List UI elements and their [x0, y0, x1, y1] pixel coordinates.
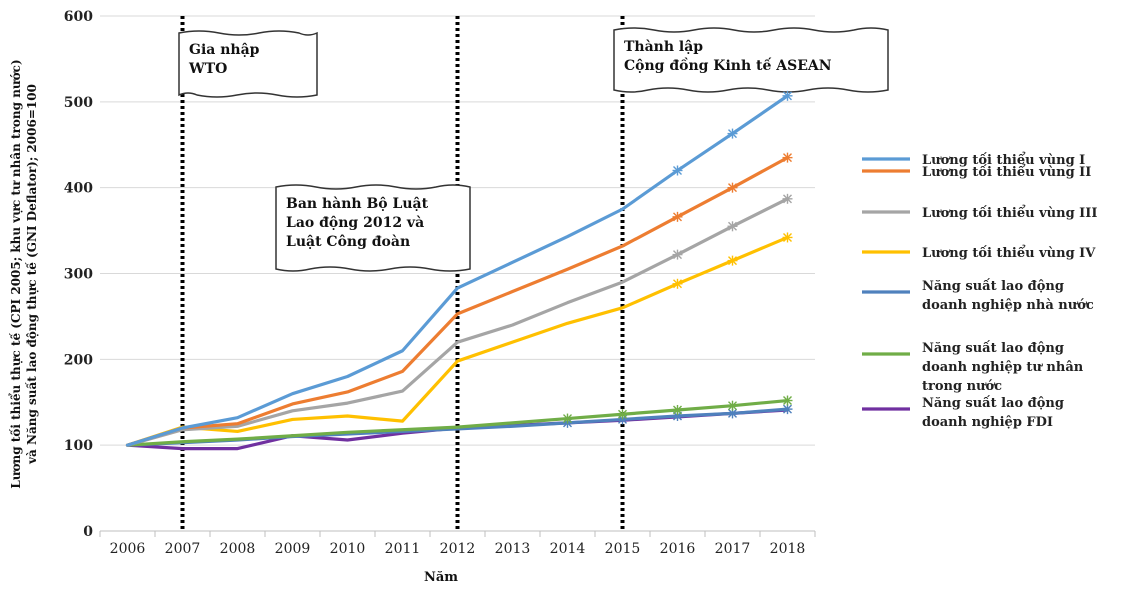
data-point: [727, 182, 738, 193]
data-point: [782, 395, 793, 406]
marker-stroke: [673, 212, 682, 222]
y-tick-label: 500: [64, 95, 93, 111]
marker-stroke: [728, 221, 737, 231]
data-point: [782, 90, 793, 101]
legend-label: doanh nghiệp nhà nước: [922, 298, 1094, 313]
x-tick-label: 2008: [220, 541, 256, 557]
annotation-text: Ban hành Bộ Luật: [286, 196, 429, 212]
x-axis-title: Năm: [424, 570, 458, 585]
marker-stroke: [728, 401, 737, 411]
data-point: [727, 400, 738, 411]
marker-stroke: [783, 91, 792, 101]
data-point: [672, 211, 683, 222]
annotation-box: [613, 27, 889, 93]
annotation-text: Lao động 2012 và: [286, 215, 424, 231]
marker-stroke: [618, 409, 627, 419]
x-tick-label: 2018: [770, 541, 806, 557]
legend-label: Lương tối thiểu vùng II: [922, 164, 1091, 180]
marker-stroke: [728, 256, 737, 266]
marker-stroke: [728, 183, 737, 193]
legend-label: Lương tối thiểu vùng IV: [922, 245, 1096, 261]
data-point: [727, 221, 738, 232]
marker-stroke: [673, 250, 682, 260]
legend-label: Năng suất lao động: [922, 278, 1064, 294]
legend-label: Lương tối thiểu vùng I: [922, 152, 1085, 168]
x-tick-label: 2006: [110, 541, 146, 557]
y-tick-label: 100: [64, 438, 93, 454]
y-axis-title: Lương tối thiểu thực tế (CPI 2005; khu v…: [8, 59, 23, 488]
x-tick-label: 2009: [275, 541, 311, 557]
marker-stroke: [563, 414, 572, 424]
legend-label: doanh nghiệp tư nhân: [922, 360, 1084, 375]
data-point: [727, 128, 738, 139]
legend-label: Năng suất lao động: [922, 340, 1064, 356]
annotation-text: Luật Công đoàn: [286, 234, 410, 250]
annotation-box: [178, 30, 318, 98]
y-axis-title: và Năng suất lao động thực tế (GNI Defla…: [24, 84, 39, 465]
x-tick-label: 2014: [550, 541, 586, 557]
data-point: [672, 249, 683, 260]
marker-stroke: [673, 279, 682, 289]
data-point: [617, 409, 628, 420]
marker-stroke: [728, 129, 737, 139]
legend-label: Năng suất lao động: [922, 395, 1064, 411]
data-point: [672, 404, 683, 415]
annotation-text: WTO: [188, 61, 227, 77]
marker-stroke: [728, 408, 737, 418]
legend-label: trong nước: [922, 379, 1002, 394]
x-tick-label: 2016: [660, 541, 696, 557]
x-tick-label: 2015: [605, 541, 641, 557]
annotation-box: [275, 184, 471, 272]
data-point: [782, 404, 793, 415]
y-tick-label: 600: [64, 9, 93, 25]
marker-stroke: [783, 153, 792, 163]
marker-stroke: [783, 232, 792, 242]
y-tick-label: 200: [64, 352, 93, 368]
annotation-text: Gia nhập: [189, 42, 260, 58]
marker-stroke: [783, 194, 792, 204]
legend-label: doanh nghiệp FDI: [922, 415, 1053, 430]
marker-stroke: [673, 405, 682, 415]
x-tick-label: 2013: [495, 541, 531, 557]
x-tick-label: 2010: [330, 541, 366, 557]
x-tick-label: 2011: [385, 541, 421, 557]
y-tick-label: 400: [64, 181, 93, 197]
data-point: [727, 255, 738, 266]
data-point: [672, 278, 683, 289]
x-tick-label: 2017: [715, 541, 751, 557]
x-tick-label: 2012: [440, 541, 476, 557]
annotation-text: Cộng đồng Kinh tế ASEAN: [624, 56, 832, 74]
data-point: [672, 165, 683, 176]
marker-stroke: [783, 396, 792, 406]
legend-label: Lương tối thiểu vùng III: [922, 205, 1097, 221]
data-point: [782, 193, 793, 204]
y-tick-label: 0: [83, 524, 93, 540]
data-point: [782, 152, 793, 163]
annotation-text: Thành lập: [624, 39, 703, 55]
data-point: [562, 413, 573, 424]
y-tick-label: 300: [64, 267, 93, 283]
marker-stroke: [673, 166, 682, 175]
x-tick-label: 2007: [165, 541, 201, 557]
marker-stroke: [783, 404, 792, 414]
data-point: [782, 232, 793, 243]
